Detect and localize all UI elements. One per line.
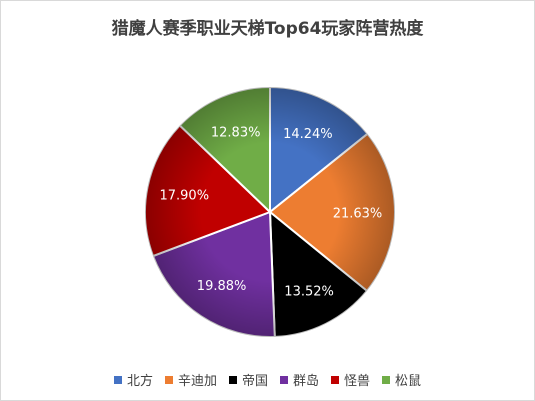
slice-label-2: 21.63% — [333, 206, 383, 221]
slice-label-1: 14.24% — [283, 127, 333, 142]
legend-item-4: 群岛 — [280, 370, 319, 389]
slice-label-5: 17.90% — [159, 188, 209, 203]
slice-label-6: 12.83% — [211, 126, 261, 141]
pie-data-labels: 14.24% 21.63% 13.52% 19.88% 17.90% 12.83% — [159, 126, 382, 300]
legend-label: 怪兽 — [344, 374, 371, 389]
legend-item-3: 帝国 — [228, 370, 268, 389]
chart-title: 猎魔人赛季职业天梯Top64玩家阵营热度 — [111, 19, 424, 39]
chart-legend: 北方 辛迪加 帝国 群岛 怪兽 松鼠 — [0, 370, 535, 389]
legend-item-2: 辛迪加 — [164, 370, 217, 389]
legend-swatch — [382, 375, 391, 384]
legend-swatch — [331, 375, 340, 384]
legend-label: 群岛 — [293, 374, 320, 389]
legend-swatch — [113, 375, 122, 384]
legend-swatch — [228, 375, 237, 384]
legend-label: 帝国 — [241, 374, 268, 389]
legend-label: 松鼠 — [395, 374, 422, 389]
legend-item-1: 北方 — [113, 370, 153, 389]
slice-label-4: 19.88% — [197, 279, 247, 294]
slice-label-3: 13.52% — [284, 284, 334, 299]
legend-item-5: 怪兽 — [331, 370, 370, 389]
pie-shading — [145, 87, 395, 337]
legend-swatch — [280, 375, 288, 384]
legend-swatch — [164, 375, 173, 384]
legend-label: 辛迪加 — [177, 374, 217, 389]
legend-item-6: 松鼠 — [382, 370, 421, 389]
legend-label: 北方 — [126, 374, 153, 389]
